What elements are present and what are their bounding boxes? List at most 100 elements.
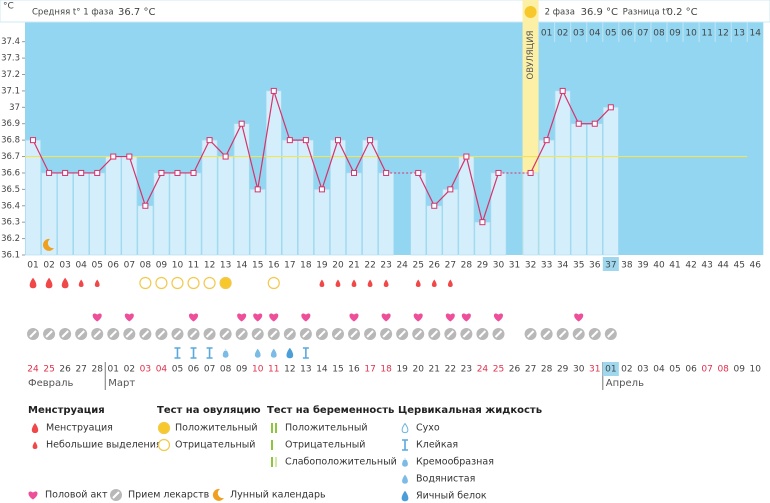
temperature-point bbox=[383, 169, 390, 176]
cycle-day: 11 bbox=[188, 261, 199, 271]
temperature-point bbox=[543, 137, 550, 144]
temperature-bar bbox=[217, 156, 234, 256]
cycle-day: 02 bbox=[43, 261, 54, 271]
cycle-day: 20 bbox=[332, 261, 344, 271]
heart-icon bbox=[574, 313, 584, 322]
cycle-day: 13 bbox=[220, 261, 231, 271]
sticky bbox=[174, 347, 181, 359]
pill-icon bbox=[428, 328, 441, 340]
pill-icon bbox=[299, 328, 312, 340]
temperature-point bbox=[302, 137, 309, 144]
date: 15 bbox=[332, 365, 343, 375]
date: 01 bbox=[605, 365, 616, 375]
sticky bbox=[206, 347, 213, 359]
heart-icon bbox=[349, 313, 359, 322]
temperature-bar bbox=[538, 139, 555, 256]
pill-slash bbox=[173, 330, 182, 338]
pill-slash bbox=[45, 330, 53, 338]
cycle-day: 14 bbox=[236, 261, 248, 271]
phase2-day: 09 bbox=[669, 29, 681, 39]
pill-icon bbox=[412, 328, 425, 340]
drop-icon bbox=[94, 279, 100, 287]
temperature-point bbox=[334, 137, 341, 144]
ovulation-sun bbox=[524, 6, 537, 18]
date: 04 bbox=[653, 365, 665, 375]
date: 02 bbox=[621, 365, 632, 375]
legend-title: Менструация bbox=[28, 405, 105, 416]
date: 24 bbox=[27, 365, 39, 375]
cervical-icon bbox=[401, 422, 409, 434]
temperature-point bbox=[62, 169, 69, 176]
cervical-icon bbox=[400, 457, 410, 467]
temperature-point bbox=[591, 120, 598, 127]
cycle-day: 04 bbox=[75, 261, 87, 271]
pill-icon bbox=[331, 328, 344, 340]
temperature-point bbox=[351, 169, 358, 176]
temperature-bar bbox=[265, 90, 282, 256]
phase2-day: 07 bbox=[637, 29, 648, 39]
cervical-icon bbox=[402, 439, 408, 451]
temperature-point bbox=[78, 169, 85, 176]
cycle-day: 19 bbox=[316, 261, 328, 271]
drop-icon bbox=[222, 348, 229, 358]
pill-icon bbox=[524, 328, 537, 340]
ovulation-test-icon bbox=[155, 276, 168, 290]
cycle-day: 07 bbox=[124, 261, 135, 271]
pill-icon bbox=[556, 328, 569, 340]
y-tick-label: 37.2 bbox=[1, 70, 20, 80]
date: 08 bbox=[220, 365, 232, 375]
pill-slash bbox=[270, 330, 278, 338]
legend-item: Положительный bbox=[175, 423, 258, 434]
pill-slash bbox=[205, 330, 214, 338]
pill-slash bbox=[286, 330, 294, 338]
pill-icon bbox=[604, 328, 617, 340]
legend-item: Отрицательный bbox=[285, 440, 365, 451]
temperature-point bbox=[527, 169, 534, 176]
drop-icon bbox=[402, 457, 408, 467]
temperature-bar bbox=[105, 156, 122, 256]
pill-icon bbox=[572, 328, 585, 340]
drop-icon bbox=[29, 277, 37, 289]
heart-icon bbox=[92, 313, 102, 322]
temperature-bar bbox=[378, 172, 394, 256]
date: 07 bbox=[701, 365, 712, 375]
drop-icon bbox=[351, 279, 357, 287]
phase2-day: 10 bbox=[685, 29, 697, 39]
legend-item: Менструация bbox=[46, 423, 113, 434]
pill-icon bbox=[396, 328, 409, 340]
cycle-day: 12 bbox=[204, 261, 215, 271]
legend-title: Тест на овуляцию bbox=[157, 405, 261, 416]
pill-slash bbox=[93, 330, 101, 338]
temperature-point bbox=[575, 120, 582, 127]
cycle-day: 31 bbox=[509, 261, 520, 271]
date: 18 bbox=[380, 365, 392, 375]
cream bbox=[221, 349, 230, 353]
temperature-bar bbox=[362, 139, 378, 256]
date: 09 bbox=[733, 365, 745, 375]
drop-icon bbox=[383, 279, 389, 287]
date: 06 bbox=[685, 365, 697, 375]
cycle-day: 29 bbox=[477, 261, 489, 271]
temperature-point bbox=[318, 186, 325, 193]
date: 10 bbox=[252, 365, 264, 375]
cycle-day: 44 bbox=[717, 261, 729, 271]
drop-icon bbox=[367, 279, 373, 287]
phase2-day: 02 bbox=[557, 29, 568, 39]
heart-icon bbox=[237, 313, 247, 322]
pill-icon bbox=[251, 328, 264, 340]
y-tick-label: 37 bbox=[9, 103, 20, 113]
pill-icon bbox=[139, 328, 152, 340]
y-tick-label: 36.3 bbox=[1, 218, 20, 228]
cervical-icon bbox=[206, 347, 213, 359]
y-unit: °C bbox=[3, 2, 14, 12]
date: 10 bbox=[750, 365, 762, 375]
cycle-day: 27 bbox=[445, 261, 456, 271]
temperature-bar bbox=[410, 172, 427, 256]
temperature-point bbox=[158, 169, 165, 176]
temperature-point bbox=[415, 169, 422, 176]
date: 11 bbox=[268, 365, 279, 375]
phase2-day: 11 bbox=[701, 29, 712, 39]
pill-slash bbox=[478, 330, 487, 338]
temperature-point bbox=[126, 153, 133, 160]
pill-slash bbox=[334, 330, 342, 338]
